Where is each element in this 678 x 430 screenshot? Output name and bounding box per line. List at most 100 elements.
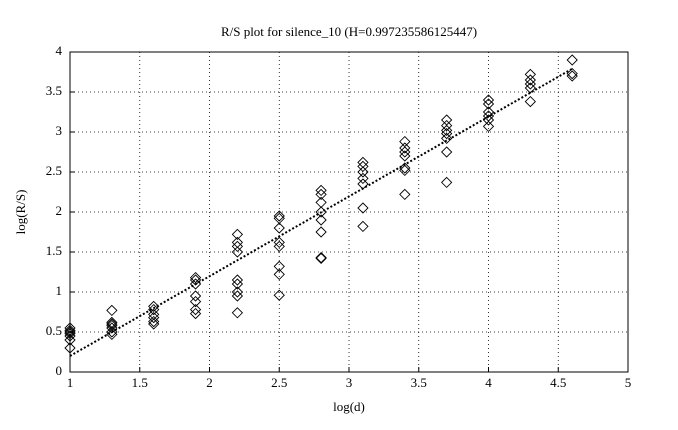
point	[64, 334, 76, 346]
x-tick-label: 1	[67, 375, 74, 390]
point	[189, 274, 202, 286]
x-tick-label: 2.5	[271, 375, 287, 390]
point	[357, 172, 369, 185]
fit-line	[69, 67, 573, 357]
point	[357, 220, 369, 233]
point	[315, 251, 327, 264]
point	[566, 67, 578, 80]
point	[106, 304, 118, 317]
x-tick-label: 4.5	[550, 375, 566, 390]
point	[315, 226, 327, 238]
y-axis-label: log(R/S)	[13, 190, 28, 235]
point	[231, 240, 244, 253]
point	[106, 326, 118, 338]
point	[64, 330, 76, 342]
point	[189, 295, 202, 308]
point	[482, 94, 495, 106]
point	[231, 278, 244, 290]
x-tick-label: 3.5	[411, 375, 427, 390]
point	[106, 316, 118, 329]
point	[273, 289, 285, 301]
point	[273, 236, 285, 249]
y-tick-label: 0.5	[46, 323, 62, 338]
point	[148, 308, 160, 321]
y-tick-label: 4	[56, 43, 63, 58]
point	[399, 188, 411, 201]
point	[441, 119, 453, 132]
point	[357, 202, 369, 214]
point	[189, 278, 202, 290]
y-tick-label: 2	[56, 203, 63, 218]
point	[399, 150, 411, 162]
point	[357, 160, 369, 173]
point	[273, 260, 285, 273]
point	[231, 286, 244, 298]
x-tick-label: 3	[346, 375, 353, 390]
point	[399, 162, 411, 174]
point	[231, 236, 244, 249]
point	[189, 303, 202, 316]
point	[148, 318, 160, 330]
point	[357, 178, 369, 190]
y-tick-label: 1	[56, 283, 63, 298]
point	[441, 132, 453, 145]
point	[315, 188, 327, 201]
x-tick-label: 5	[625, 375, 632, 390]
point	[315, 214, 327, 226]
point	[482, 120, 495, 133]
y-tick-label: 2.5	[46, 163, 62, 178]
point	[231, 307, 244, 319]
point	[231, 290, 244, 302]
point	[315, 184, 327, 197]
point	[231, 228, 244, 241]
point	[106, 328, 118, 341]
point	[441, 176, 453, 189]
point	[482, 98, 495, 110]
chart-title: R/S plot for silence_10 (H=0.99723558612…	[221, 24, 477, 39]
x-axis-label: log(d)	[333, 399, 365, 414]
x-tick-label: 2	[206, 375, 213, 390]
point	[64, 327, 76, 340]
point	[399, 142, 411, 154]
point	[189, 271, 202, 284]
point	[231, 274, 244, 286]
point	[189, 307, 202, 320]
point	[399, 135, 411, 148]
point	[315, 196, 327, 209]
x-tick-label: 1.5	[132, 375, 148, 390]
point	[399, 164, 411, 177]
point	[482, 106, 495, 118]
point	[399, 146, 411, 158]
point	[273, 210, 285, 222]
y-tick-label: 1.5	[46, 243, 62, 258]
point	[273, 240, 285, 253]
point	[148, 300, 160, 313]
point	[106, 322, 118, 334]
point	[64, 326, 76, 338]
x-tick-label: 4	[485, 375, 492, 390]
point	[273, 268, 285, 281]
point	[524, 82, 536, 94]
point	[273, 222, 285, 234]
point	[524, 78, 536, 90]
point	[441, 114, 453, 126]
point	[64, 322, 76, 334]
point	[441, 124, 453, 137]
point	[524, 68, 536, 81]
point	[566, 70, 578, 82]
point	[524, 95, 536, 108]
point	[189, 290, 202, 302]
point	[315, 206, 327, 218]
point	[482, 114, 495, 126]
point	[357, 166, 369, 178]
y-tick-label: 0	[56, 363, 63, 378]
point	[315, 252, 327, 265]
point	[482, 110, 495, 122]
y-tick-label: 3.5	[46, 83, 62, 98]
y-tick-label: 3	[56, 123, 63, 138]
point	[106, 318, 118, 330]
point	[64, 342, 76, 354]
point	[231, 246, 244, 258]
point	[148, 315, 160, 328]
